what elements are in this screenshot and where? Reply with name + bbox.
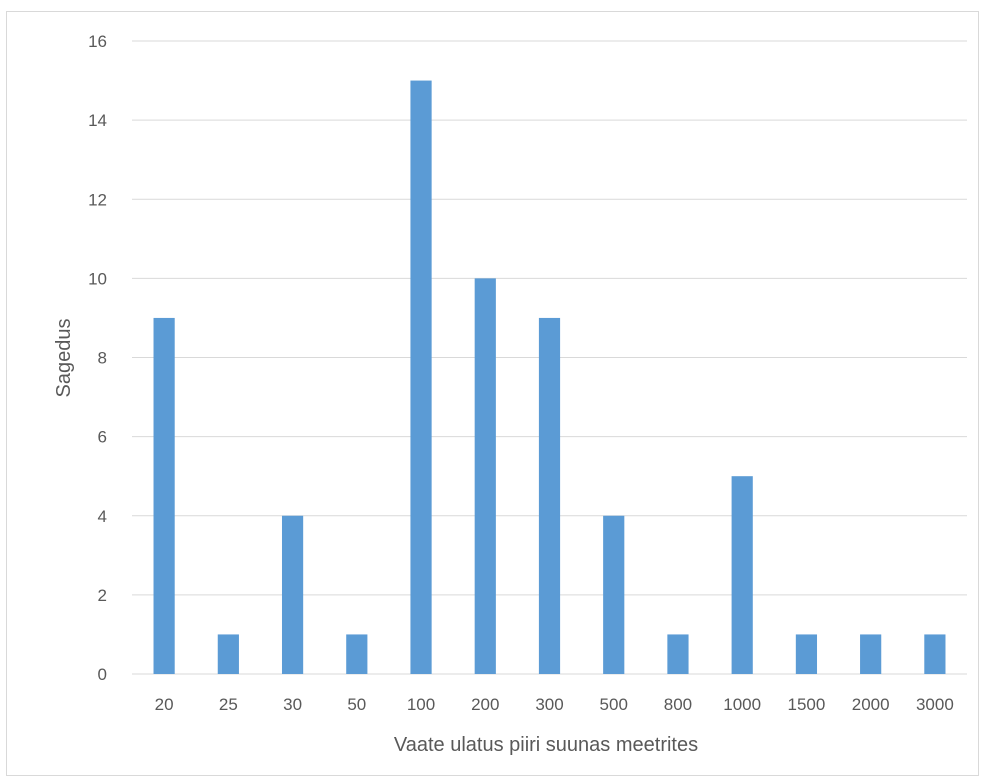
x-tick-label: 500 — [600, 695, 628, 714]
y-tick-label: 12 — [88, 190, 107, 209]
y-tick-label: 6 — [98, 428, 107, 447]
y-axis-tick-labels: 0 2 4 6 8 10 12 14 16 — [88, 32, 107, 684]
bar-100 — [410, 80, 432, 674]
bar-800 — [667, 634, 689, 674]
x-tick-label: 30 — [283, 695, 302, 714]
y-tick-label: 0 — [98, 665, 107, 684]
bar-1000 — [731, 476, 753, 674]
bar-2000 — [860, 634, 882, 674]
y-tick-label: 8 — [98, 349, 107, 368]
x-axis-tick-labels: 20 25 30 50 100 200 300 500 800 1000 1500 2000 3000 — [155, 695, 954, 714]
x-tick-label: 50 — [347, 695, 366, 714]
y-tick-label: 2 — [98, 586, 107, 605]
bar-50 — [346, 634, 368, 674]
bars — [153, 80, 946, 674]
y-tick-label: 16 — [88, 32, 107, 51]
bar-20 — [153, 317, 175, 674]
x-axis-title: Vaate ulatus piiri suunas meetrites — [394, 734, 698, 756]
x-tick-label: 200 — [471, 695, 499, 714]
bar-3000 — [924, 634, 946, 674]
y-tick-label: 10 — [88, 269, 107, 288]
bar-1500 — [795, 634, 818, 674]
x-tick-label: 300 — [535, 695, 563, 714]
x-tick-label: 20 — [155, 695, 174, 714]
x-tick-label: 1500 — [788, 695, 826, 714]
bar-200 — [474, 278, 496, 674]
bar-30 — [281, 515, 304, 674]
bar-25 — [217, 634, 239, 674]
y-axis-title: Sagedus — [53, 319, 75, 398]
x-tick-label: 100 — [407, 695, 435, 714]
x-tick-label: 3000 — [916, 695, 954, 714]
x-tick-label: 25 — [219, 695, 238, 714]
bar-500 — [603, 515, 625, 674]
x-tick-label: 2000 — [852, 695, 890, 714]
x-tick-label: 800 — [664, 695, 692, 714]
x-tick-label: 1000 — [723, 695, 761, 714]
y-tick-label: 4 — [98, 507, 107, 526]
y-tick-label: 14 — [88, 111, 107, 130]
grid-lines — [132, 40, 967, 675]
bar-300 — [538, 317, 561, 674]
